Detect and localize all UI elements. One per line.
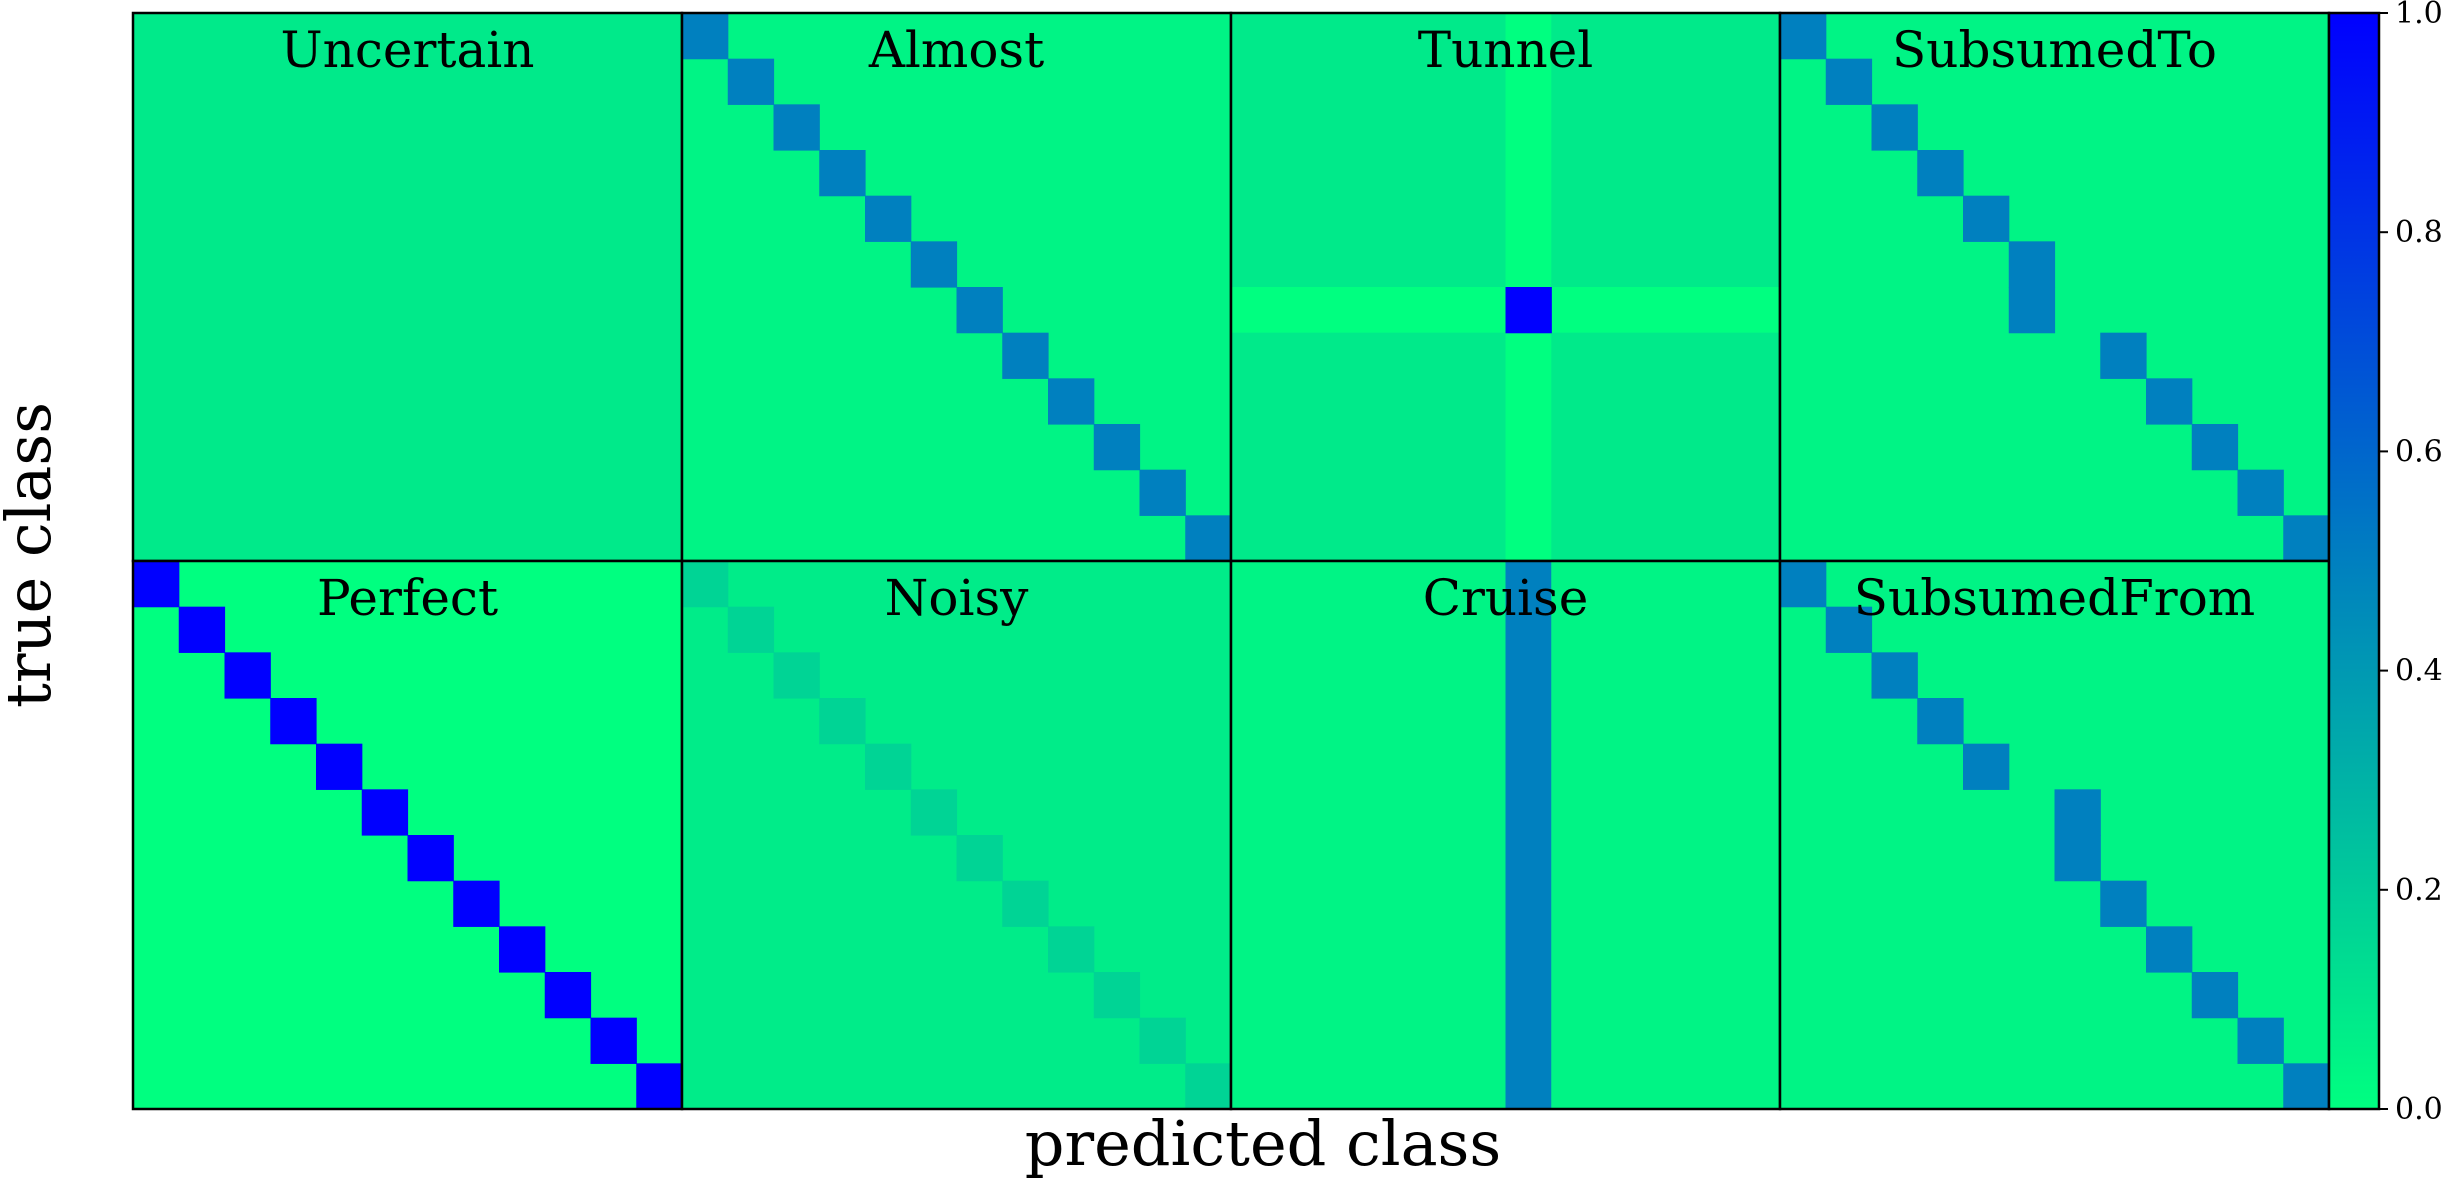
colorbar-tick-label: 0.4 <box>2395 654 2443 689</box>
panel-title: Noisy <box>885 569 1030 627</box>
heatmap-cell <box>316 743 363 790</box>
panel-subsumedfrom: SubsumedFrom <box>1778 559 2331 1111</box>
panel-title: Perfect <box>317 569 498 627</box>
heatmap-cell <box>2146 926 2193 973</box>
heatmap-cell <box>224 652 271 699</box>
heatmap-cell <box>1780 13 1827 60</box>
heatmap-cell <box>1780 561 1827 608</box>
heatmap-cell <box>1048 926 1095 973</box>
heatmap-cell <box>1963 195 2010 242</box>
heatmap-cell <box>1048 378 1095 425</box>
panel-title: Cruise <box>1423 569 1589 627</box>
heatmap-cell <box>544 972 592 1019</box>
heatmap-cell <box>1917 698 1964 745</box>
heatmap-cell <box>1093 424 1141 471</box>
heatmap-cell <box>1917 150 1964 197</box>
panel-title: Tunnel <box>1418 21 1594 79</box>
heatmap-cell <box>727 58 775 105</box>
heatmap-cell <box>2146 378 2193 425</box>
heatmap-cell <box>2100 332 2147 379</box>
heatmap-cell <box>956 835 1003 882</box>
heatmap-cell <box>1185 515 1232 562</box>
heatmap-cell <box>1185 1063 1232 1110</box>
colorbar: 0.0 0.2 0.4 0.6 0.8 1.0 <box>2327 0 2443 1127</box>
heatmap-cell <box>178 606 226 653</box>
colorbar-tick-label: 1.0 <box>2395 0 2443 31</box>
colorbar-tick-label: 0.0 <box>2395 1092 2443 1127</box>
heatmap-cell <box>361 789 409 836</box>
heatmap-column-band <box>1505 561 1552 1109</box>
heatmap-cell <box>407 835 454 882</box>
colorbar-tick-label: 0.2 <box>2395 873 2443 908</box>
panel-tunnel: Tunnel <box>1229 11 1782 563</box>
heatmap-cell <box>773 104 820 151</box>
panel-title: Uncertain <box>281 21 535 79</box>
heatmap-cell <box>2237 469 2284 516</box>
heatmap-cell <box>270 698 317 745</box>
heatmap-cell <box>1002 332 1049 379</box>
heatmap-cell <box>682 13 729 60</box>
heatmap-cell <box>636 1063 683 1110</box>
heatmap-cell <box>1505 287 1552 334</box>
panel-uncertain: Uncertain <box>131 11 684 563</box>
heatmap-cell <box>956 287 1003 334</box>
heatmap-cell <box>865 743 912 790</box>
heatmap-cell <box>910 789 958 836</box>
heatmap-cell <box>819 150 866 197</box>
heatmap-cell <box>1825 58 1873 105</box>
heatmap-cell <box>1825 606 1873 653</box>
panel-cruise: Cruise <box>1229 559 1782 1111</box>
heatmap-cell <box>819 698 866 745</box>
heatmap-cell <box>499 926 546 973</box>
colorbar-frame <box>2327 11 2381 1111</box>
heatmap-cell <box>2191 424 2239 471</box>
heatmap-cell <box>2054 835 2101 882</box>
colorbar-gradient <box>2329 13 2379 1109</box>
colorbar-tick-label: 0.6 <box>2395 434 2443 469</box>
panel-title: SubsumedFrom <box>1854 569 2255 627</box>
heatmap-cell <box>1871 104 1918 151</box>
panel-background <box>133 13 682 561</box>
heatmap-cell <box>1139 469 1186 516</box>
panel-subsumedto: SubsumedTo <box>1778 11 2331 563</box>
heatmap-cell <box>910 241 958 288</box>
y-axis-label: true class <box>0 402 65 708</box>
heatmap-cell <box>2283 1063 2330 1110</box>
heatmap-cell <box>133 561 180 608</box>
heatmap-cell <box>865 195 912 242</box>
heatmap-cell <box>1963 743 2010 790</box>
heatmap-cell <box>1002 880 1049 927</box>
heatmap-cell <box>2054 789 2101 836</box>
panel-noisy: Noisy <box>680 559 1233 1111</box>
heatmap-cell <box>2008 241 2056 288</box>
heatmap-cell <box>2191 972 2239 1019</box>
heatmap-cell <box>2237 1017 2284 1064</box>
panel-almost: Almost <box>680 11 1233 563</box>
heatmap-cell <box>2008 287 2056 334</box>
heatmap-cell <box>453 880 500 927</box>
heatmap-cell <box>590 1017 637 1064</box>
heatmap-cell <box>682 561 729 608</box>
heatmap-cell <box>727 606 775 653</box>
heatmap-cell <box>1139 1017 1186 1064</box>
panel-grid: Uncertain Almost Tunnel SubsumedTo Perfect No… <box>131 11 2331 1111</box>
panel-title: SubsumedTo <box>1892 21 2217 79</box>
heatmap-cell <box>1093 972 1141 1019</box>
colorbar-tick-label: 0.8 <box>2395 215 2443 250</box>
x-axis-label: predicted class <box>1025 1107 1501 1180</box>
panel-perfect: Perfect <box>131 559 684 1111</box>
heatmap-cell <box>773 652 820 699</box>
panel-title: Almost <box>868 21 1044 79</box>
heatmap-cell <box>2283 515 2330 562</box>
heatmap-cell <box>2100 880 2147 927</box>
heatmap-cell <box>1871 652 1918 699</box>
